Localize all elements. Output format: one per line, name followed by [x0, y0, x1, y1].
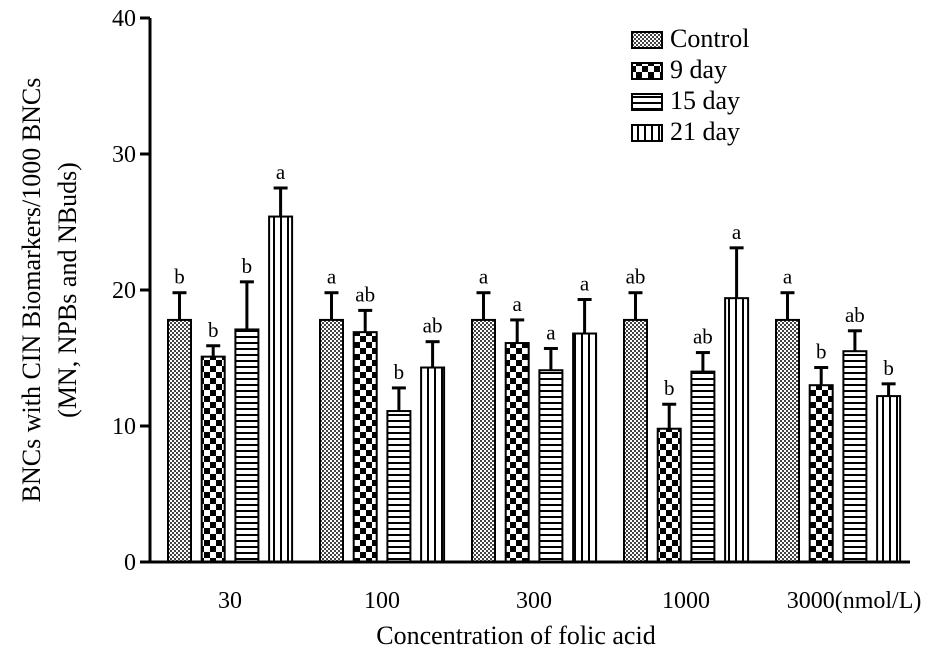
bar-300-series-4 — [572, 332, 598, 563]
significance-label: ab — [626, 265, 646, 289]
bar-3000nmoll-series-1 — [775, 318, 800, 564]
y-axis-title-line-2: (MN, NPBs and NBuds) — [53, 162, 82, 418]
x-tick-label: 300 — [516, 588, 552, 614]
x-tick-label: 1000 — [662, 588, 710, 614]
significance-label: a — [276, 160, 286, 184]
significance-label: b — [664, 376, 675, 400]
significance-label: a — [732, 220, 742, 244]
bar-1000-series-4 — [724, 297, 750, 563]
significance-label: a — [546, 320, 556, 344]
significance-label: b — [816, 340, 827, 364]
significance-label: a — [580, 272, 590, 296]
bar-300-series-2 — [504, 342, 530, 564]
legend-swatch — [631, 62, 663, 80]
bar-1000-series-2 — [656, 427, 682, 563]
bar-100-series-2 — [352, 331, 378, 563]
significance-label: b — [394, 360, 405, 384]
bar-1000-series-1 — [623, 318, 648, 564]
legend-label: Control — [670, 24, 749, 53]
legend-label: 15 day — [670, 86, 740, 115]
y-axis-title: BNCs with CIN Biomarkers/1000 BNCs (MN, … — [17, 78, 82, 503]
legend-label: 21 day — [670, 117, 740, 146]
bar-1000-series-3 — [690, 370, 716, 563]
x-axis-title: Concentration of folic acid — [376, 621, 655, 650]
significance-label: ab — [355, 282, 375, 306]
x-tick-label: 30 — [218, 588, 242, 614]
legend-swatch — [631, 124, 663, 142]
significance-label: b — [242, 254, 253, 278]
significance-label: ab — [693, 325, 713, 349]
significance-label: a — [479, 265, 489, 289]
significance-label: b — [174, 265, 185, 289]
y-tick-label: 30 — [112, 142, 136, 168]
x-tick-label: 100 — [364, 588, 400, 614]
bar-3000nmoll-series-4 — [876, 395, 902, 563]
y-axis-title-line-1: BNCs with CIN Biomarkers/1000 BNCs — [17, 78, 46, 503]
significance-label: b — [208, 318, 219, 342]
legend-swatch — [631, 93, 663, 111]
significance-label: a — [513, 292, 523, 316]
error-bars-layer — [172, 186, 896, 429]
legend-swatch — [631, 31, 663, 49]
significance-label: b — [883, 356, 894, 380]
bar-3000nmoll-series-2 — [808, 384, 834, 564]
bar-30-series-1 — [167, 318, 192, 564]
y-tick-label: 40 — [112, 6, 136, 32]
bar-30-series-3 — [234, 328, 260, 563]
bar-30-series-2 — [200, 355, 226, 564]
bar-30-series-4 — [268, 215, 294, 563]
significance-label: a — [783, 265, 793, 289]
significance-label: a — [327, 265, 337, 289]
significance-label: ab — [845, 303, 865, 327]
bar-100-series-4 — [420, 366, 446, 563]
legend-label: 9 day — [670, 55, 727, 84]
bar-3000nmoll-series-3 — [842, 350, 868, 564]
y-tick-label: 20 — [112, 278, 136, 304]
bar-300-series-3 — [538, 369, 564, 563]
axes-layer: 0 10 20 30 40 30 100 300 1000 3000(nmol/L) — [112, 6, 921, 614]
significance-label: ab — [423, 314, 443, 338]
y-tick-label: 10 — [112, 414, 136, 440]
y-tick-label: 0 — [124, 550, 136, 576]
bar-100-series-1 — [319, 318, 344, 564]
bar-100-series-3 — [386, 410, 412, 564]
x-tick-label: 3000(nmol/L) — [787, 588, 922, 614]
bar-300-series-1 — [471, 318, 496, 564]
